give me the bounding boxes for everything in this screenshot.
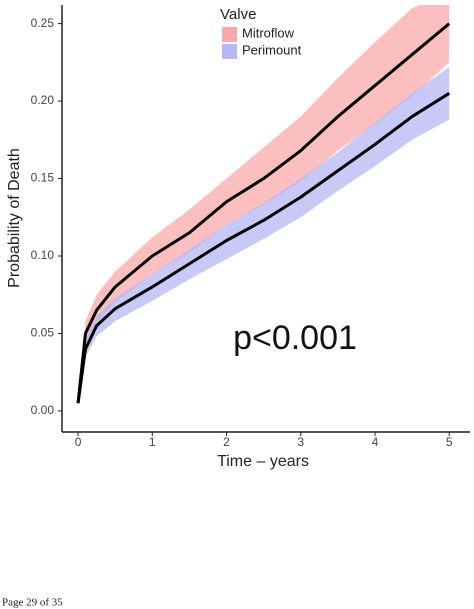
legend-label: Mitroflow (242, 25, 295, 40)
survival-line (76, 92, 451, 404)
x-tick-label: 5 (446, 435, 453, 449)
y-tick-label: 0.25 (31, 16, 55, 30)
y-tick-label: 0.05 (31, 326, 55, 340)
legend-swatch (222, 44, 237, 59)
legend-label: Perimount (242, 42, 302, 57)
plot-area (76, 5, 451, 404)
y-tick-label: 0.15 (31, 171, 55, 185)
x-axis-title: Time – years (217, 453, 309, 470)
y-axis-title: Probability of Death (6, 148, 23, 288)
y-tick-label: 0.10 (31, 248, 55, 262)
y-tick-label: 0.20 (31, 93, 55, 107)
x-tick-label: 2 (223, 435, 230, 449)
survival-line (76, 22, 451, 404)
y-tick-label: 0.00 (31, 403, 55, 417)
x-tick-label: 3 (297, 435, 304, 449)
x-tick-label: 0 (75, 435, 82, 449)
x-tick-label: 4 (372, 435, 379, 449)
legend-title: Valve (220, 6, 256, 23)
footer: Page 29 of 35 (2, 597, 63, 609)
confidence-band (78, 66, 450, 404)
x-tick-label: 1 (149, 435, 156, 449)
legend-swatch (222, 27, 237, 42)
annotation: p<0.001 (233, 319, 357, 357)
